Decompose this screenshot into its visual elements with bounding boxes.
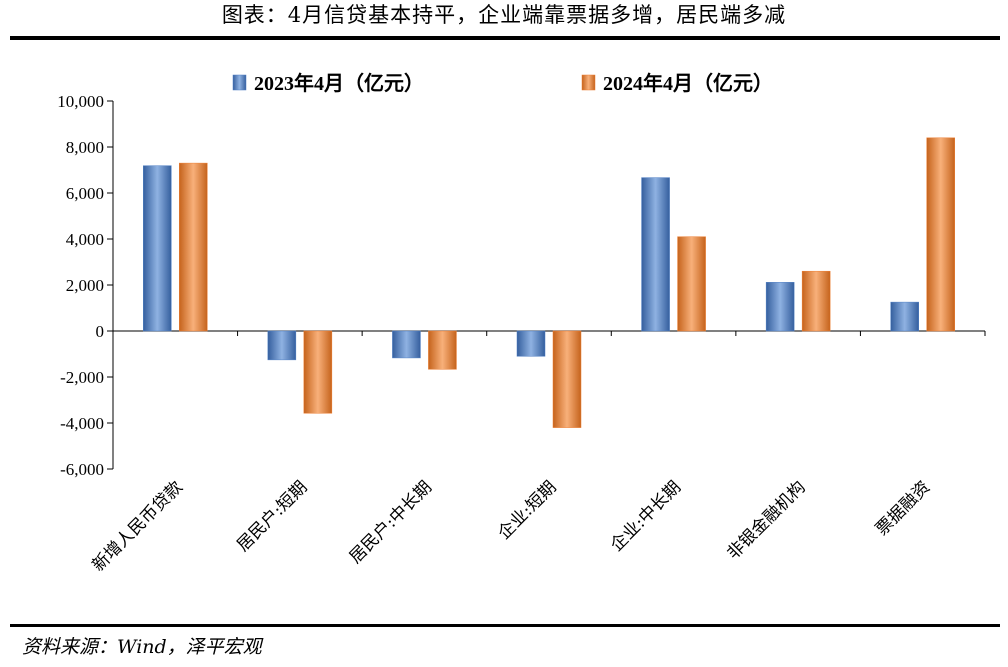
bar-2023-1 [267, 330, 297, 361]
y-tick-label: -2,000 [60, 368, 104, 387]
bar-2023-6 [890, 301, 919, 332]
legend-label-2023: 2023年4月（亿元） [254, 71, 424, 95]
y-tick-label: -6,000 [60, 460, 104, 479]
y-tick-label: 10,000 [57, 92, 104, 111]
x-category-label: 企业:中长期 [607, 477, 685, 555]
bar-2024-2 [428, 330, 457, 370]
bar-2023-5 [765, 282, 795, 332]
bar-2024-3 [552, 330, 582, 428]
x-category-label: 居民户:短期 [233, 477, 311, 555]
title-divider [10, 36, 1000, 40]
legend-swatch-2023 [232, 74, 247, 91]
legend-label-2024: 2024年4月（亿元） [603, 71, 773, 95]
page-title: 图表：4月信贷基本持平，企业端靠票据多增，居民端多减 [221, 3, 787, 27]
x-category-label: 非银金融机构 [723, 477, 809, 563]
bar-2024-1 [303, 330, 333, 414]
bar-2024-5 [801, 270, 831, 332]
bar-chart: 2023年4月（亿元） 2024年4月（亿元） 10,000 8,000 6,000 4… [57, 71, 986, 576]
y-tick-label: -4,000 [60, 414, 104, 433]
x-category-label: 企业:短期 [494, 477, 560, 543]
x-category-label: 票据融资 [872, 477, 934, 539]
y-tick-label: 2,000 [66, 276, 104, 295]
y-tick-label: 0 [96, 322, 105, 341]
x-category-label: 新增人民币贷款 [89, 477, 187, 575]
bar-2023-0 [143, 165, 172, 332]
bar-2023-4 [641, 177, 670, 332]
bar-2024-4 [677, 236, 706, 332]
y-tick-label: 6,000 [66, 184, 104, 203]
bar-2024-6 [926, 137, 955, 332]
y-tick-label: 4,000 [66, 230, 104, 249]
source-note: 资料来源：Wind，泽平宏观 [22, 636, 262, 658]
footer-divider [10, 624, 1000, 627]
y-tick-label: 8,000 [66, 138, 104, 157]
bar-2023-3 [516, 330, 546, 357]
x-category-label: 居民户:中长期 [346, 477, 436, 567]
legend-swatch-2024 [581, 74, 596, 91]
bar-2023-2 [392, 330, 421, 359]
bar-2024-0 [179, 162, 208, 332]
